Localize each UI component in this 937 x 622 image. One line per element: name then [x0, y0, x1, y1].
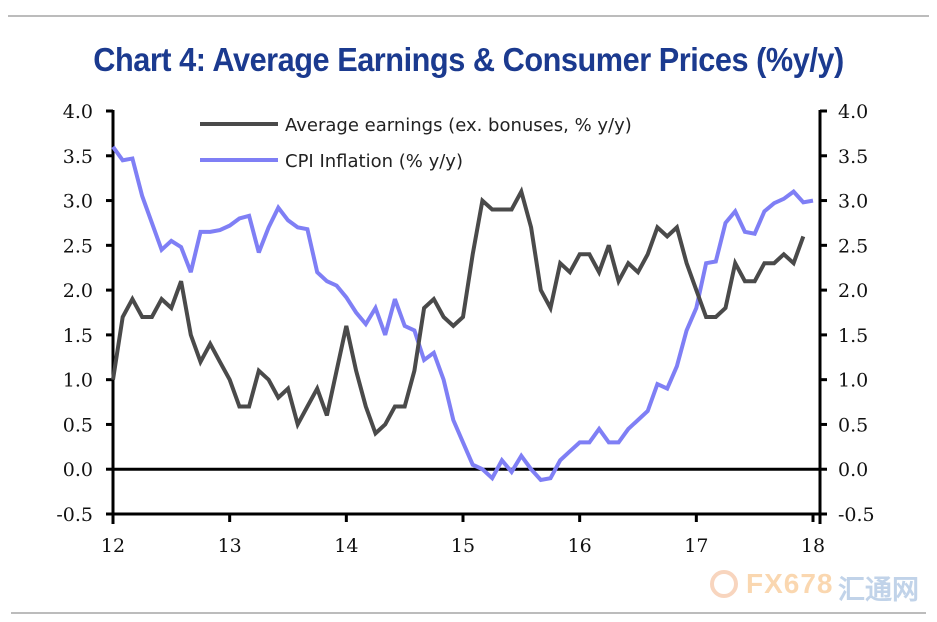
watermark-cn: 汇通网: [838, 575, 919, 606]
x-tick-label: 17: [684, 535, 708, 557]
series-line-cpi-inflation: [111, 145, 814, 483]
y-tick-label-left: 1.5: [63, 325, 93, 347]
series-group: [111, 145, 814, 483]
top-rule: [8, 15, 929, 17]
legend-label-earnings: Average earnings (ex. bonuses, % y/y): [285, 115, 632, 136]
y-tick-label-right: 2.5: [838, 235, 868, 257]
y-tick-label-right: 1.0: [838, 370, 868, 392]
bottom-rule: [11, 612, 926, 614]
y-tick-label-left: 2.0: [63, 280, 93, 302]
y-tick-label-right: 3.0: [838, 191, 868, 213]
y-tick-label-right: 4.0: [838, 101, 868, 123]
y-tick-label-left: 4.0: [63, 101, 93, 123]
legend: Average earnings (ex. bonuses, % y/y) CP…: [200, 115, 632, 172]
y-tick-label-left: 1.0: [63, 370, 93, 392]
y-tick-label-right: 0.0: [838, 459, 868, 481]
watermark-logo-icon: [710, 570, 738, 598]
y-tick-label-left: 2.5: [63, 235, 93, 257]
x-tick-label: 14: [334, 535, 358, 557]
x-tick-label: 13: [218, 535, 242, 557]
y-tick-label-left: -0.5: [56, 504, 93, 526]
y-tick-label-left: 3.5: [63, 146, 93, 168]
series-line-average-earnings: [111, 186, 806, 437]
x-tick-label: 15: [451, 535, 475, 557]
x-tick-label: 18: [801, 535, 825, 557]
watermark-brand: FX678: [746, 568, 834, 599]
x-tick-label: 16: [568, 535, 592, 557]
y-tick-label-left: 3.0: [63, 191, 93, 213]
watermark: FX678 汇通网: [710, 568, 930, 606]
axes: 4.0 4.0 3.5 3.5 3.0 3.0 2.5 2.5 2.0 2.0 1.5 1.5 1.0 1…: [56, 101, 874, 557]
y-tick-label-right: -0.5: [838, 504, 875, 526]
x-tick-label: 12: [101, 535, 125, 557]
y-tick-label-right: 1.5: [838, 325, 868, 347]
y-tick-label-right: 2.0: [838, 280, 868, 302]
y-tick-label-left: 0.0: [63, 459, 93, 481]
y-tick-label-right: 3.5: [838, 146, 868, 168]
y-tick-label-right: 0.5: [838, 414, 868, 436]
y-tick-label-left: 0.5: [63, 414, 93, 436]
legend-label-cpi: CPI Inflation (% y/y): [285, 151, 463, 172]
chart-title: Chart 4: Average Earnings & Consumer Pri…: [93, 41, 844, 78]
